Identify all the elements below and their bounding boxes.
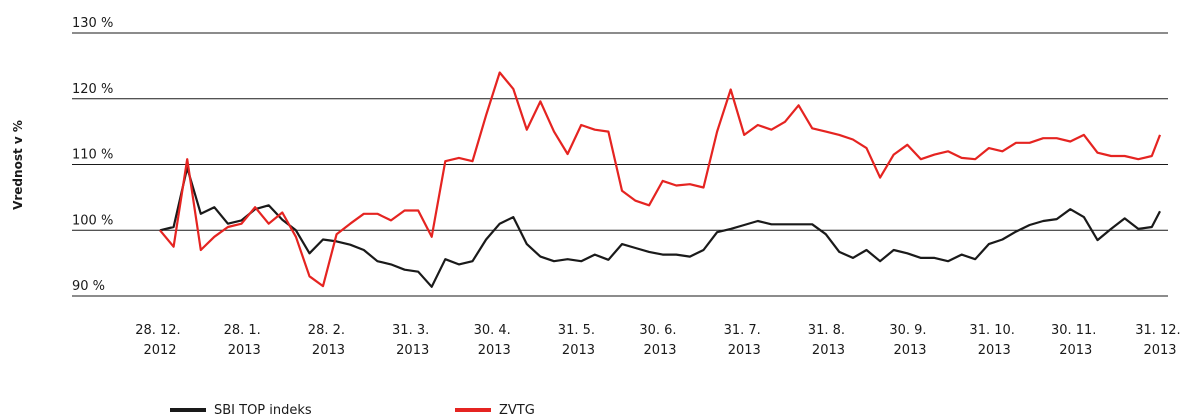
x-tick-label: 31. 8. 2013 xyxy=(808,323,849,358)
x-tick-label-line: 31. 7. xyxy=(724,323,765,338)
y-tick-label: 130 % xyxy=(72,16,113,31)
y-tick-label: 100 % xyxy=(72,213,113,228)
legend-label: SBI TOP indeks xyxy=(214,403,312,418)
x-tick-label: 31. 10. 2013 xyxy=(969,323,1019,358)
x-tick-label: 31. 3. 2013 xyxy=(392,323,433,358)
x-tick-label-line: 2013 xyxy=(728,343,761,358)
y-axis-title: Vrednost v % xyxy=(11,120,25,210)
x-tick-label-line: 2012 xyxy=(143,343,176,358)
x-tick-label-line: 30. 6. xyxy=(639,323,680,338)
x-tick-label-line: 28. 12. xyxy=(135,323,185,338)
x-tick-label: 30. 6. 2013 xyxy=(639,323,680,358)
y-tick-label: 110 % xyxy=(72,148,113,163)
legend-label: ZVTG xyxy=(499,403,535,418)
series-line xyxy=(159,166,1161,288)
x-tick-label-line: 2013 xyxy=(562,343,595,358)
x-tick-label-line: 2013 xyxy=(396,343,429,358)
x-tick-label: 31. 5. 2013 xyxy=(558,323,599,358)
x-tick-label: 28. 12. 2012 xyxy=(135,323,185,358)
x-tick-label: 30. 11. 2013 xyxy=(1051,323,1101,358)
series-line xyxy=(159,71,1162,288)
x-tick-label-line: 31. 8. xyxy=(808,323,849,338)
x-tick-label: 31. 7. 2013 xyxy=(724,323,765,358)
x-tick-label-line: 2013 xyxy=(893,343,926,358)
x-tick-label-line: 2013 xyxy=(312,343,345,358)
x-tick-label-line: 2013 xyxy=(478,343,511,358)
x-tick-label-line: 2013 xyxy=(228,343,261,358)
x-tick-label-line: 31. 3. xyxy=(392,323,433,338)
y-tick-label: 90 % xyxy=(72,279,105,294)
x-tick-label-line: 2013 xyxy=(812,343,845,358)
x-tick-label: 28. 2. 2013 xyxy=(308,323,349,358)
x-tick-label-line: 2013 xyxy=(1143,343,1176,358)
y-tick-label: 120 % xyxy=(72,82,113,97)
x-tick-label-line: 31. 12. xyxy=(1135,323,1185,338)
x-tick-label-line: 28. 1. xyxy=(224,323,265,338)
x-tick-label-line: 31. 5. xyxy=(558,323,599,338)
x-tick-label-line: 30. 9. xyxy=(889,323,930,338)
x-tick-label: 30. 4. 2013 xyxy=(474,323,515,358)
x-tick-label: 28. 1. 2013 xyxy=(224,323,265,358)
x-tick-label-line: 30. 4. xyxy=(474,323,515,338)
x-tick-label: 31. 12. 2013 xyxy=(1135,323,1185,358)
x-tick-label-line: 30. 11. xyxy=(1051,323,1101,338)
x-tick-label-line: 2013 xyxy=(643,343,676,358)
x-tick-label-line: 28. 2. xyxy=(308,323,349,338)
x-tick-label-line: 31. 10. xyxy=(969,323,1019,338)
x-tick-label-line: 2013 xyxy=(1059,343,1092,358)
x-tick-label: 30. 9. 2013 xyxy=(889,323,930,358)
x-tick-label-line: 2013 xyxy=(978,343,1011,358)
